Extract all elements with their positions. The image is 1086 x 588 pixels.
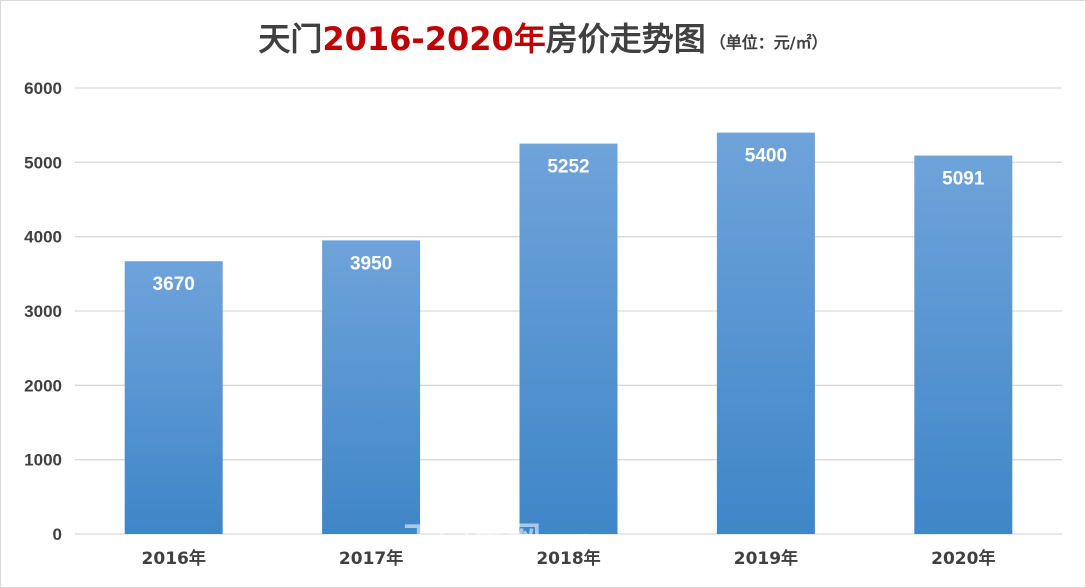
chart-title: 天门2016-2020年房价走势图 （单位：元/㎡） (0, 14, 1086, 60)
bar (519, 143, 618, 535)
bars (124, 132, 1013, 535)
watermark-url: tmfang.com (546, 530, 691, 554)
x-category-label: 2020年 (931, 548, 995, 569)
x-category-label: 2019年 (734, 548, 798, 569)
y-tick-label: 3000 (24, 302, 62, 321)
bar-value-label: 5252 (547, 157, 589, 178)
y-tick-label: 2000 (24, 376, 62, 395)
watermark-text: 天门房网 (402, 520, 542, 560)
bar-value-label: 5091 (942, 169, 985, 190)
bar (716, 132, 815, 534)
title-suffix: 房价走势图 (545, 20, 706, 58)
x-category-label: 2018年 (536, 548, 600, 569)
bar (124, 261, 223, 534)
x-category-label: 2016年 (142, 548, 206, 569)
bar (322, 240, 421, 534)
y-tick-label: 5000 (24, 153, 62, 172)
y-tick-label: 6000 (24, 79, 62, 98)
y-axis-ticks: 0 1000 2000 3000 4000 5000 6000 (24, 79, 62, 544)
y-tick-label: 4000 (24, 228, 62, 247)
bar (914, 155, 1013, 534)
data-labels: 3670 3950 5252 5400 5091 (153, 146, 985, 296)
bar-value-label: 3670 (153, 274, 195, 295)
bar-value-label: 3950 (350, 253, 392, 274)
title-years: 2016-2020年 (322, 20, 546, 58)
x-category-label: 2017年 (339, 548, 403, 569)
bar-value-label: 5400 (745, 146, 787, 167)
x-axis-categories: 2016年 2017年 2018年 2019年 2020年 (142, 548, 996, 569)
watermark: 天门房网 tmfang.com (402, 512, 690, 561)
title-prefix: 天门 (258, 20, 323, 58)
y-tick-label: 0 (53, 525, 62, 544)
title-unit: （单位：元/㎡） (709, 33, 828, 52)
y-tick-label: 1000 (24, 451, 62, 470)
